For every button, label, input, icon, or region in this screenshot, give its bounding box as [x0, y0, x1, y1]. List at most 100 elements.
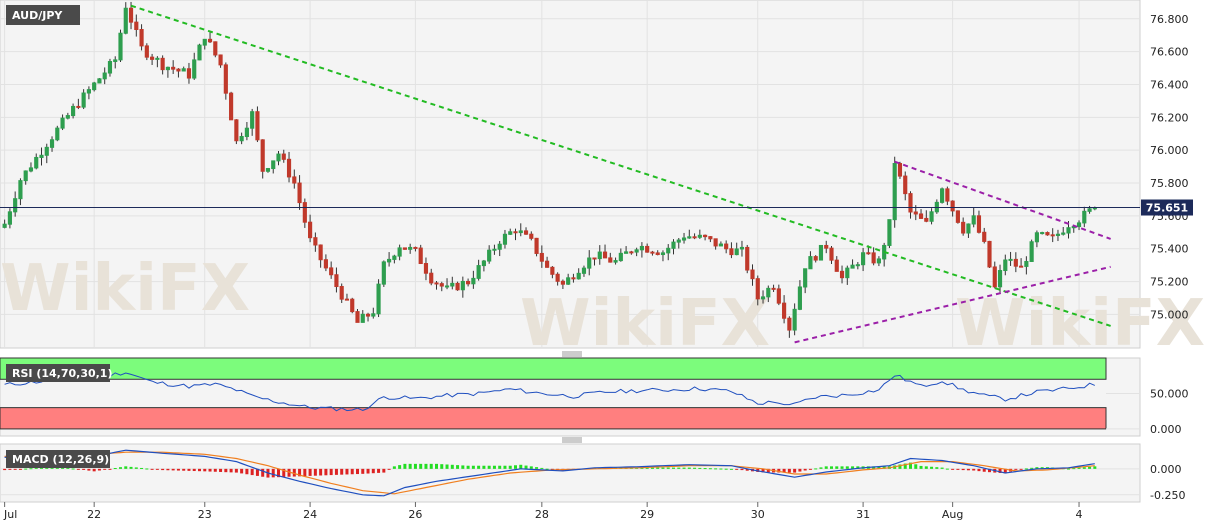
candle-body [102, 72, 107, 80]
candle-body [97, 78, 102, 84]
candle-body [755, 278, 760, 300]
macd-tick-label: 0.000 [1150, 463, 1182, 476]
candle-body [681, 237, 687, 241]
macd-hist-bar [924, 466, 928, 469]
time-tick-label: 28 [535, 508, 549, 521]
macd-hist-bar [492, 465, 496, 469]
macd-hist-bar [814, 468, 818, 470]
candle-body [571, 277, 576, 280]
candle-body [255, 111, 260, 141]
candle-body [418, 247, 423, 265]
candle-body [329, 267, 334, 276]
candle-body [576, 272, 581, 280]
candle-body [276, 153, 281, 162]
macd-hist-bar [208, 468, 212, 472]
macd-hist-bar [187, 468, 191, 471]
candle-body [1008, 258, 1013, 261]
panel-resize-handle-2[interactable] [562, 437, 582, 443]
candle-body [650, 251, 655, 254]
macd-hist-bar [645, 467, 649, 469]
candle-body [566, 277, 571, 285]
candle-body [803, 268, 808, 288]
panel-resize-handle-1[interactable] [562, 351, 582, 357]
candle-body [371, 313, 376, 317]
watermark-text: WikiFX [955, 287, 1205, 361]
macd-hist-bar [308, 468, 312, 476]
candle-body [1019, 265, 1024, 268]
macd-tick-label: -0.250 [1150, 489, 1185, 502]
candle-body [676, 239, 681, 243]
macd-hist-bar [714, 468, 718, 470]
macd-hist-bar [672, 467, 675, 469]
macd-hist-bar [988, 468, 991, 473]
candle-body [639, 245, 644, 251]
candle-body [666, 247, 671, 254]
candle-body [782, 302, 787, 319]
candle-body [887, 219, 892, 246]
candle-body [987, 240, 992, 268]
candle-body [34, 156, 39, 169]
candle-body [244, 127, 249, 138]
macd-hist-bar [366, 468, 370, 474]
candle-body [81, 92, 86, 108]
candle-body [128, 7, 134, 23]
macd-hist-bar [724, 468, 728, 470]
macd-hist-bar [740, 468, 744, 471]
macd-hist-bar [540, 467, 544, 469]
macd-hist-bar [403, 463, 407, 469]
candle-body [808, 256, 813, 270]
candle-body [1082, 210, 1087, 224]
candle-body [518, 230, 523, 234]
candle-body [28, 167, 34, 172]
candle-body [439, 283, 444, 287]
candle-body [350, 298, 355, 313]
candle-body [776, 288, 781, 304]
macd-hist-bar [108, 468, 112, 470]
candle-body [1029, 241, 1034, 262]
candle-body [824, 244, 829, 249]
watermark-layer: WikiFX WikiFX WikiFX [0, 252, 1205, 361]
macd-hist-bar [845, 466, 849, 469]
macd-hist-bar [835, 466, 839, 469]
candle-body [365, 313, 371, 317]
macd-hist-bar [150, 468, 154, 470]
candle-body [344, 298, 350, 301]
candle-body [86, 89, 91, 94]
candle-body [155, 57, 160, 60]
macd-hist-bar [18, 468, 22, 470]
candle-body [318, 244, 323, 261]
rsi-oversold-zone [0, 407, 1107, 430]
candle-body [897, 163, 903, 177]
macd-hist-bar [787, 468, 791, 473]
macd-hist-bar [261, 468, 265, 477]
macd-hist-bar [445, 464, 449, 469]
macd-hist-bar [977, 468, 981, 472]
macd-hist-bar [298, 468, 302, 477]
candle-body [302, 202, 307, 223]
macd-hist-bar [419, 463, 423, 469]
candle-body [708, 236, 713, 240]
time-tick-label: 31 [856, 508, 870, 521]
candle-body [466, 280, 471, 285]
candle-body [955, 210, 960, 223]
time-tick-label: Jul [3, 508, 17, 521]
macd-hist-bar [693, 467, 697, 469]
candle-body [118, 32, 123, 61]
macd-hist-bar [961, 468, 965, 471]
macd-hist-bar [982, 468, 986, 472]
rsi-grid [1106, 392, 1140, 430]
macd-hist-bar [166, 468, 170, 471]
price-tick-label: 75.800 [1150, 177, 1189, 190]
candle-body [766, 287, 771, 298]
macd-hist-bar [1067, 468, 1070, 470]
candle-body [523, 230, 529, 235]
macd-hist-bar [1093, 466, 1097, 469]
trendlines [130, 4, 1111, 344]
macd-hist-bar [661, 467, 665, 469]
macd-hist-bar [898, 464, 902, 469]
macd-hist-bar [171, 468, 175, 471]
macd-hist-bar [334, 468, 338, 475]
candle-body [271, 160, 276, 170]
macd-hist-bar [97, 468, 101, 471]
